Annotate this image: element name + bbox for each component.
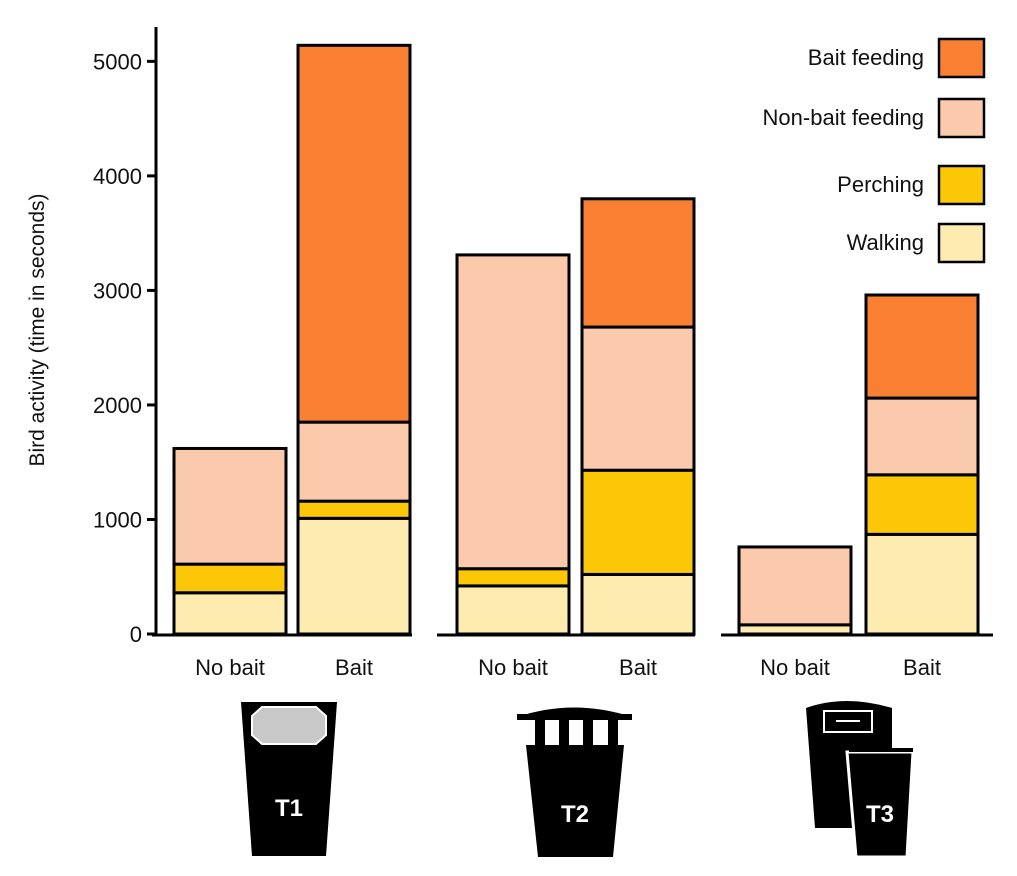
bar-segment	[864, 396, 980, 477]
bar-stack	[455, 253, 571, 636]
x-tick-label: Bait	[619, 655, 657, 680]
bar-segment	[296, 43, 412, 424]
x-axis: No bait Bait No bait Bait No bait Bait	[152, 633, 993, 680]
y-tick-label: 0	[130, 622, 142, 647]
bar-segment	[296, 420, 412, 503]
legend-swatch	[937, 222, 986, 264]
legend-label: Bait feeding	[808, 45, 924, 70]
bar-segment	[580, 572, 696, 636]
legend: Bait feeding Non-bait feeding Perching Walk…	[763, 37, 986, 264]
x-tick-label: No bait	[195, 655, 265, 680]
bar-segment	[172, 591, 288, 636]
bar-segment	[864, 293, 980, 400]
bin-t2-label: T2	[561, 801, 589, 828]
legend-label: Perching	[837, 172, 924, 197]
bar-stack	[296, 43, 412, 636]
bin-t1-label: T1	[275, 795, 303, 822]
bin-t3-icon: T3	[806, 701, 915, 859]
bars	[172, 43, 980, 636]
bin-t3-label: T3	[866, 801, 894, 828]
legend-swatch	[937, 164, 986, 206]
y-tick-label: 3000	[93, 278, 142, 303]
y-axis-label: Bird activity (time in seconds)	[26, 193, 49, 466]
legend-label: Walking	[847, 230, 924, 255]
bar-stack	[172, 446, 288, 636]
bar-segment	[172, 562, 288, 595]
bar-segment	[455, 253, 571, 571]
legend-entry: Bait feeding	[808, 37, 986, 79]
y-tick-label: 1000	[93, 507, 142, 532]
y-axis: 0 1000 2000 3000 4000 5000	[93, 27, 158, 647]
legend-entry: Perching	[837, 164, 986, 206]
bar-stack	[737, 545, 853, 636]
legend-entry: Non-bait feeding	[763, 97, 986, 139]
bar-stack	[864, 293, 980, 636]
bar-segment	[296, 516, 412, 636]
legend-entry: Walking	[847, 222, 986, 264]
bar-segment	[455, 567, 571, 588]
bar-segment	[864, 532, 980, 636]
x-tick-label: Bait	[903, 655, 941, 680]
bar-segment	[172, 446, 288, 566]
bar-segment	[737, 545, 853, 627]
legend-label: Non-bait feeding	[763, 105, 924, 130]
bin-t1-icon: T1	[241, 702, 337, 856]
x-tick-label: No bait	[760, 655, 830, 680]
y-tick-label: 5000	[93, 49, 142, 74]
bar-segment	[864, 473, 980, 536]
x-tick-label: Bait	[335, 655, 373, 680]
y-tick-label: 4000	[93, 164, 142, 189]
bin-t2-icon: T2	[517, 707, 632, 857]
bar-segment	[580, 468, 696, 576]
bar-segment	[580, 325, 696, 472]
bar-segment	[455, 584, 571, 636]
legend-swatch	[937, 97, 986, 139]
bar-stack	[580, 197, 696, 636]
y-tick-label: 2000	[93, 393, 142, 418]
bar-segment	[580, 197, 696, 329]
x-tick-label: No bait	[478, 655, 548, 680]
legend-swatch	[937, 37, 986, 79]
bar-segment	[296, 499, 412, 520]
